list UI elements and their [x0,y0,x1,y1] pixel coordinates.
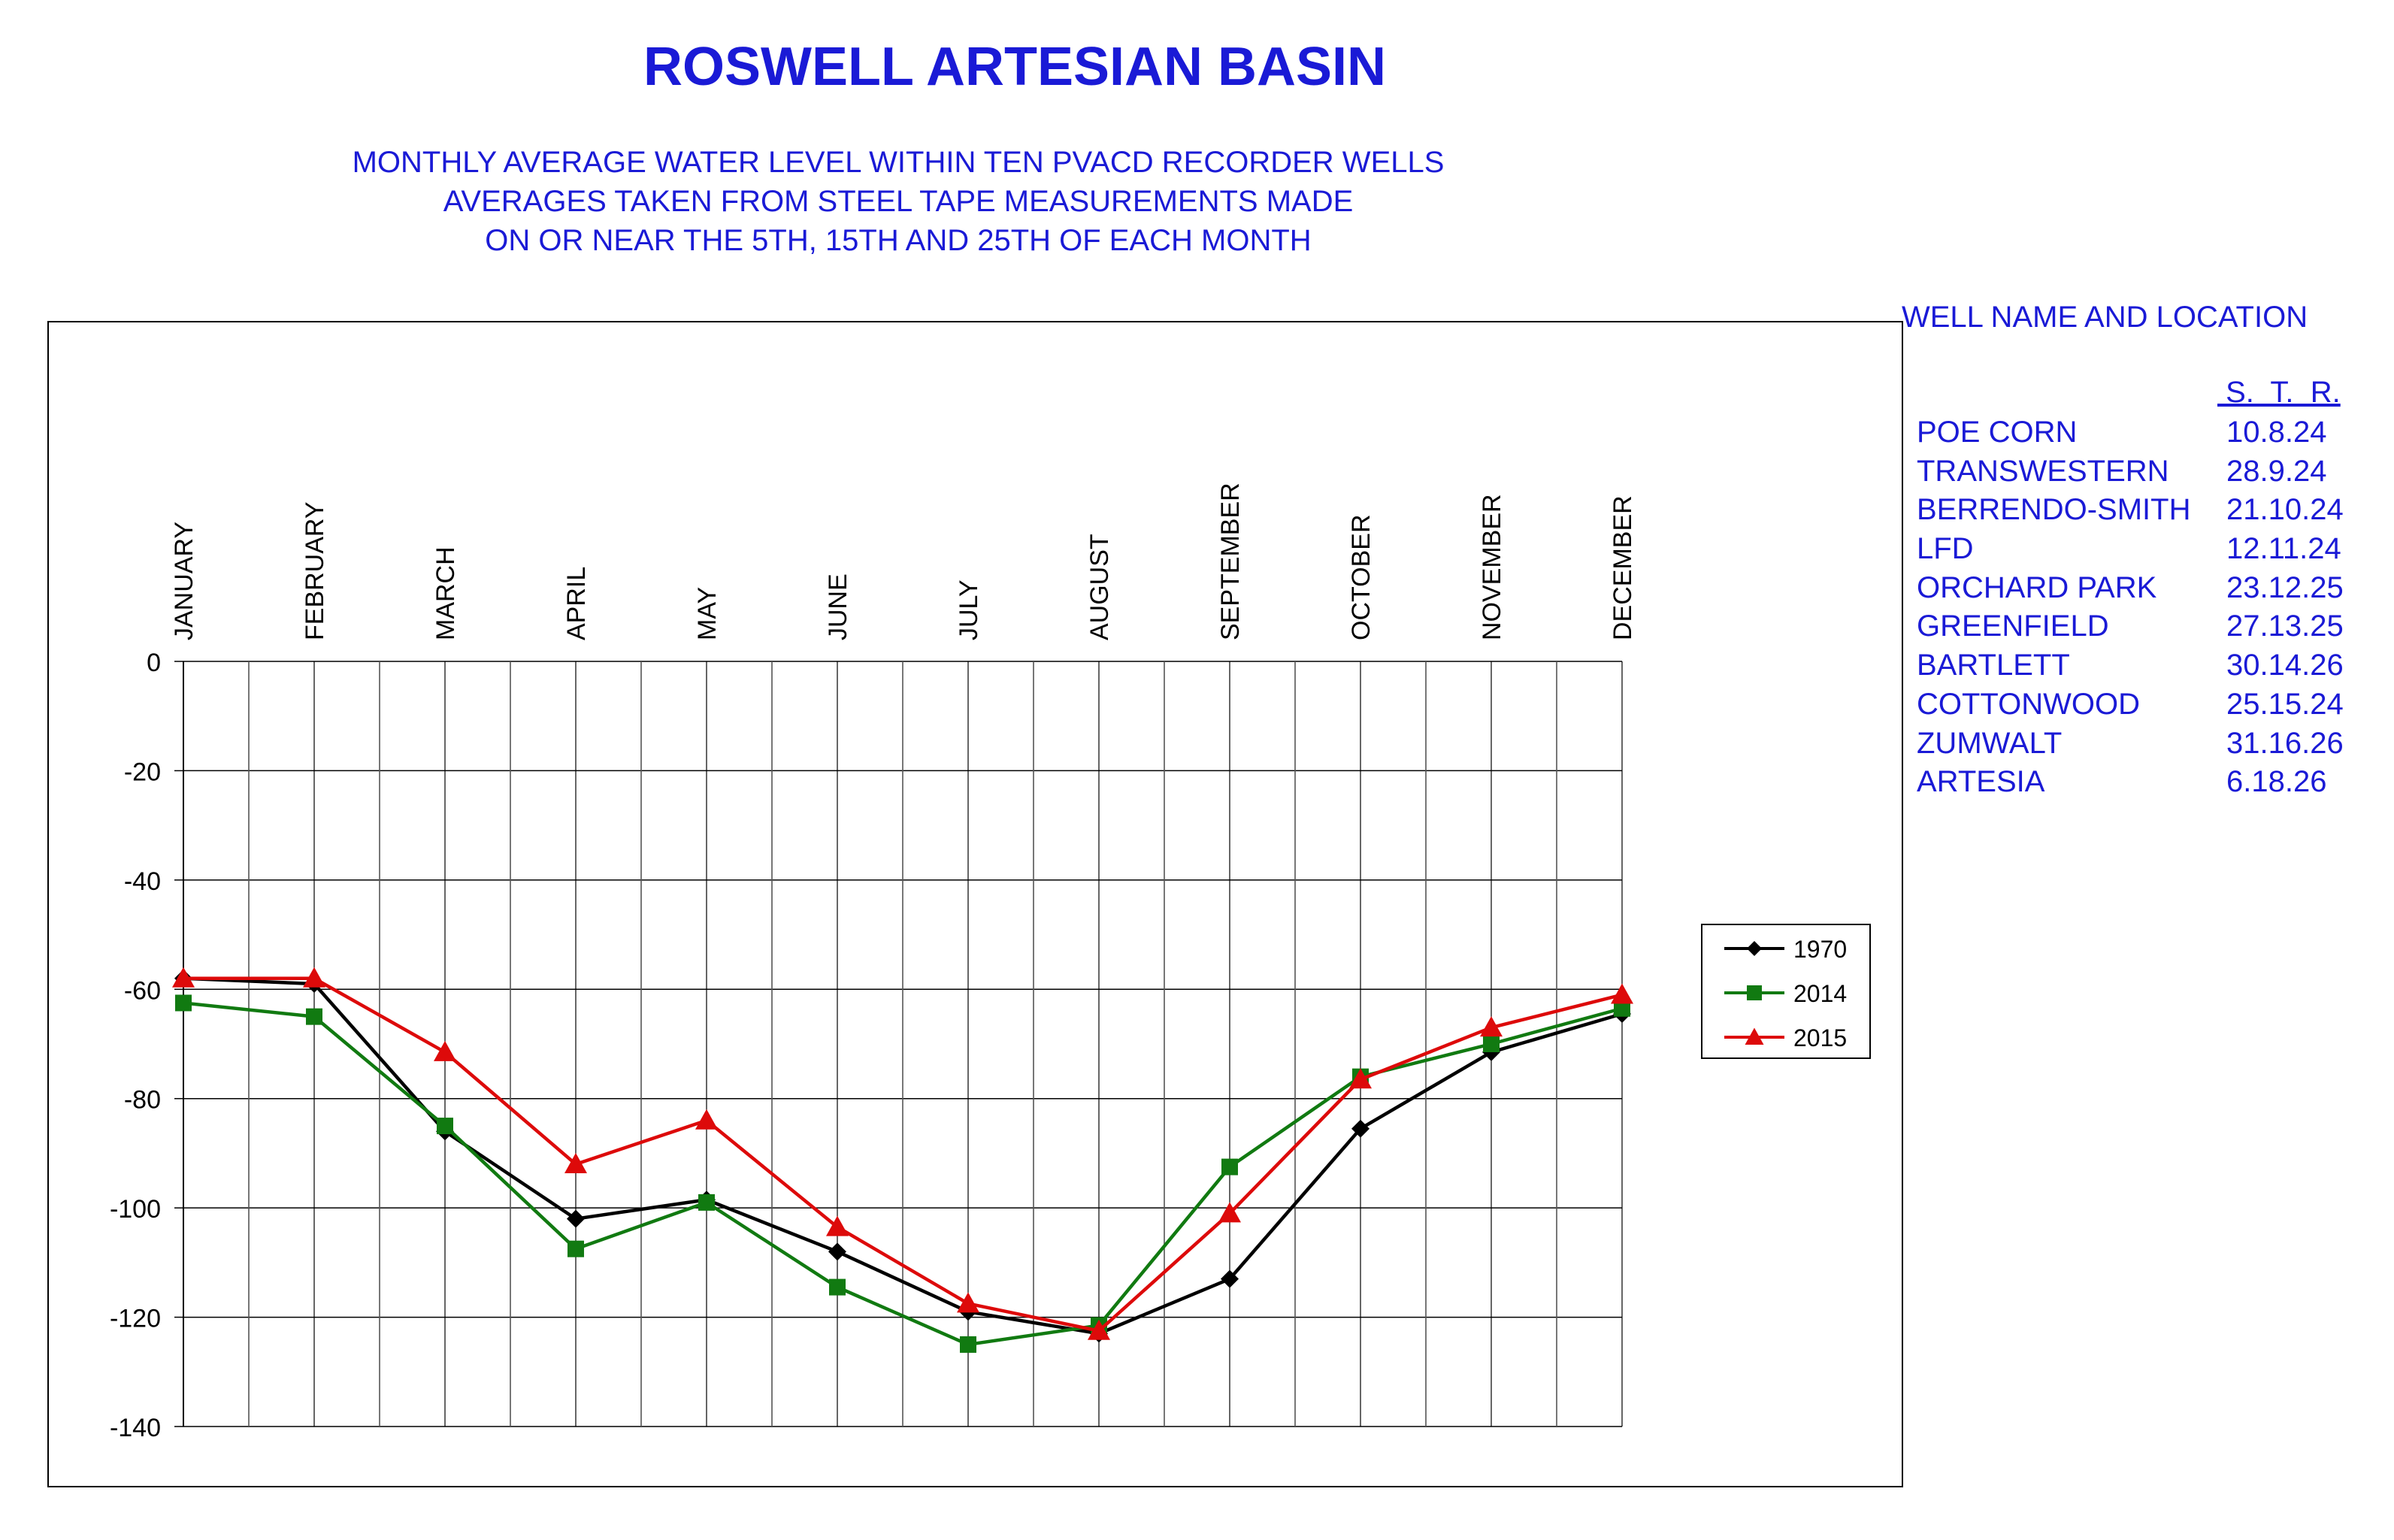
page-title: ROSWELL ARTESIAN BASIN [643,37,1387,97]
data-point [1480,1016,1503,1037]
x-tick-label: AUGUST [1085,534,1114,640]
well-row: LFD 12.11.24 [1917,530,2383,569]
data-point [175,994,192,1012]
y-tick-label: -60 [124,976,161,1005]
data-point [829,1278,846,1296]
data-point [957,1292,979,1313]
x-tick-label: FEBRUARY [301,501,329,640]
x-tick-label: SEPTEMBER [1216,483,1245,640]
y-tick-label: -20 [124,758,161,786]
x-tick-label: DECEMBER [1609,495,1637,640]
well-name: BARTLETT [1917,649,2070,682]
well-row: POE CORN 10.8.24 [1917,413,2383,452]
y-tick-label: -40 [124,867,161,896]
well-panel-heading: WELL NAME AND LOCATION [1902,301,2308,334]
well-location: 30.14.26 [2226,649,2344,682]
series-line-2015 [183,976,1623,1333]
well-location: 31.16.26 [2226,726,2344,760]
subtitle-line: ON OR NEAR THE 5TH, 15TH AND 25TH OF EAC… [485,224,1312,257]
well-name: POE CORN [1917,416,2078,449]
data-point [1088,1319,1110,1340]
x-tick-label: JANUARY [170,522,198,640]
data-point [1614,1000,1630,1017]
data-point [1747,941,1762,956]
well-row: COTTONWOOD 25.15.24 [1917,685,2383,725]
data-point [698,1194,715,1211]
well-row: BARTLETT 30.14.26 [1917,646,2383,685]
well-name: BERRENDO-SMITH [1917,493,2191,527]
data-point [1349,1068,1372,1089]
well-row: ARTESIA 6.18.26 [1917,763,2383,802]
legend-label: 2014 [1793,980,1847,1007]
well-location-panel: WELL NAME AND LOCATION S. T. R. POE CORN… [1902,301,2383,798]
data-point [1747,985,1762,1000]
data-point [172,967,195,988]
y-tick-label: -120 [110,1305,161,1333]
data-point [695,1109,718,1130]
data-point [567,1240,584,1257]
subtitle-line: MONTHLY AVERAGE WATER LEVEL WITHIN TEN P… [352,146,1445,179]
well-row: TRANSWESTERN 28.9.24 [1917,452,2383,492]
well-row: ORCHARD PARK 23.12.25 [1917,569,2383,608]
y-tick-label: -100 [110,1195,161,1224]
well-name: COTTONWOOD [1917,687,2141,721]
data-point [960,1336,976,1353]
data-point [1221,1269,1239,1288]
well-row: GREENFIELD 27.13.25 [1917,607,2383,646]
data-point [1483,1036,1500,1052]
data-point [1351,1119,1370,1138]
chart-subtitle: MONTHLY AVERAGE WATER LEVEL WITHIN TEN P… [0,143,1796,260]
x-tick-label: MAY [693,587,722,640]
chart-frame [47,321,1903,1487]
x-tick-label: JUNE [824,573,852,640]
y-tick-label: -80 [124,1086,161,1115]
well-name: ARTESIA [1917,765,2045,799]
data-point [828,1242,846,1261]
legend-label: 1970 [1793,936,1847,963]
x-tick-label: NOVEMBER [1478,494,1506,640]
well-location: 6.18.26 [2226,765,2327,799]
well-name: ZUMWALT [1917,726,2063,760]
x-tick-label: APRIL [562,567,591,640]
well-row: ZUMWALT 31.16.26 [1917,725,2383,764]
legend-label: 2015 [1793,1024,1847,1051]
well-name: ORCHARD PARK [1917,570,2157,604]
well-location: 10.8.24 [2226,416,2327,449]
well-row: BERRENDO-SMITH 21.10.24 [1917,491,2383,530]
data-point [434,1040,456,1061]
well-name: LFD [1917,532,1974,566]
data-point [303,967,325,988]
data-point [437,1118,453,1135]
y-tick-label: -140 [110,1414,161,1442]
well-name: TRANSWESTERN [1917,454,2169,488]
well-location: 27.13.25 [2226,610,2344,643]
well-name: GREENFIELD [1917,610,2109,643]
x-tick-label: JULY [955,579,983,640]
well-location: 21.10.24 [2226,493,2344,527]
data-point [564,1152,587,1173]
data-point [1218,1202,1241,1223]
well-list: POE CORN 10.8.24 TRANSWESTERN 28.9.24 BERREN… [1917,413,2383,802]
well-location: 25.15.24 [2226,687,2344,721]
well-location: 23.12.25 [2226,570,2344,604]
str-column-header: S. T. R. [2217,376,2341,409]
x-tick-label: MARCH [431,546,460,640]
data-point [1611,983,1633,1004]
y-tick-label: 0 [147,649,161,677]
data-point [826,1215,849,1236]
well-location: 28.9.24 [2226,454,2327,488]
x-tick-label: OCTOBER [1347,514,1376,640]
data-point [567,1209,585,1228]
data-point [1745,1027,1764,1045]
subtitle-line: AVERAGES TAKEN FROM STEEL TAPE MEASUREME… [443,185,1354,218]
data-point [306,1008,322,1025]
well-location: 12.11.24 [2226,532,2341,566]
data-point [1221,1158,1238,1175]
